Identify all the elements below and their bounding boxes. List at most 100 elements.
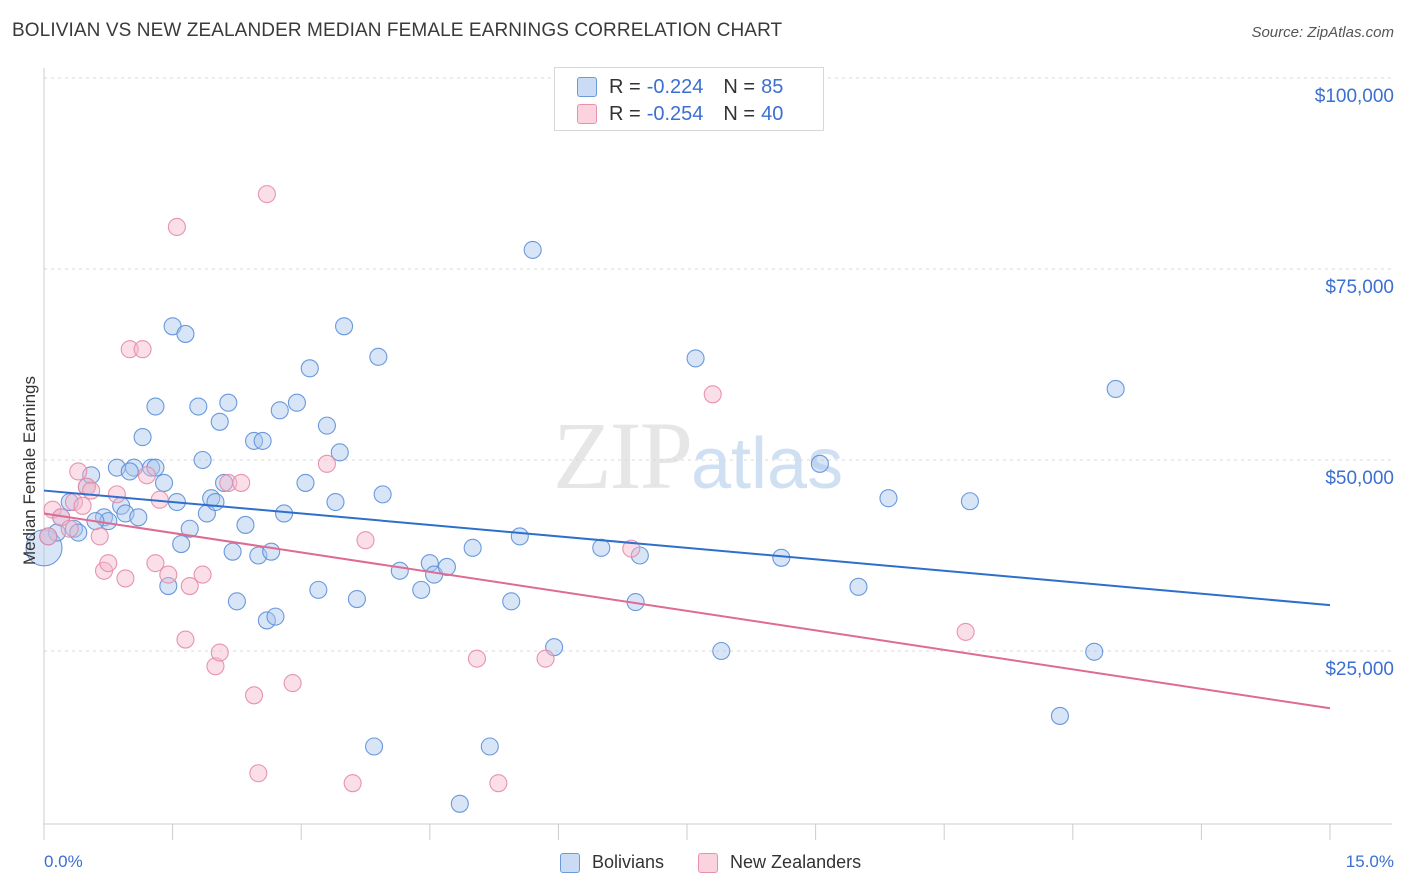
- point-bolivians: [510, 527, 529, 546]
- point-bolivians: [330, 443, 349, 462]
- point-new-zealanders: [283, 674, 302, 693]
- point-new-zealanders: [116, 569, 135, 588]
- point-bolivians: [373, 485, 392, 504]
- point-bolivians: [189, 397, 208, 416]
- point-bolivians: [347, 589, 366, 609]
- point-bolivians: [172, 534, 191, 554]
- point-bolivians: [309, 580, 328, 599]
- legend-r-value: -0.224: [646, 75, 704, 98]
- point-new-zealanders: [99, 554, 118, 573]
- point-bolivians: [1085, 642, 1104, 661]
- correlation-legend: R = -0.224 N = 85 R = -0.254 N = 40: [554, 67, 824, 131]
- point-bolivians: [335, 317, 354, 336]
- point-bolivians: [210, 412, 229, 431]
- point-bolivians: [326, 492, 345, 512]
- point-bolivians: [480, 737, 499, 756]
- point-new-zealanders: [232, 473, 251, 492]
- point-bolivians: [412, 580, 431, 599]
- series-legend-bolivians[interactable]: Bolivians: [560, 852, 664, 873]
- point-bolivians: [219, 393, 238, 412]
- y-tick-label-25000: $25,000: [1325, 659, 1394, 680]
- series-swatch-new-zealanders: [698, 852, 719, 873]
- point-bolivians: [523, 240, 542, 259]
- y-tick-label-50000: $50,000: [1325, 468, 1394, 489]
- series-legend-new-zealanders[interactable]: New Zealanders: [698, 852, 861, 873]
- y-tick-label-100000: $100,000: [1314, 86, 1394, 107]
- legend-r-value: -0.254: [646, 102, 704, 125]
- chart-title: BOLIVIAN VS NEW ZEALANDER MEDIAN FEMALE …: [12, 20, 783, 41]
- point-bolivians: [206, 492, 225, 512]
- series-swatch-bolivians: [560, 852, 580, 873]
- point-bolivians: [266, 607, 285, 626]
- point-new-zealanders: [82, 481, 101, 500]
- legend-row-new-zealanders: R = -0.254 N = 40: [577, 102, 783, 126]
- point-new-zealanders: [956, 622, 975, 641]
- series-label-new-zealanders: New Zealanders: [730, 852, 862, 872]
- point-new-zealanders: [176, 630, 195, 649]
- point-bolivians: [463, 538, 482, 557]
- point-bolivians: [390, 561, 409, 580]
- point-bolivians: [300, 359, 319, 378]
- legend-swatch-new-zealanders: [577, 104, 597, 124]
- y-axis-title: Median Female Earnings: [20, 376, 39, 565]
- watermark-atlas: atlas: [691, 424, 844, 504]
- source-label: Source: ZipAtlas.com: [1251, 24, 1394, 41]
- point-bolivians: [129, 508, 148, 527]
- point-new-zealanders: [317, 454, 336, 473]
- point-new-zealanders: [69, 462, 88, 481]
- point-bolivians: [369, 347, 388, 366]
- point-bolivians: [287, 393, 306, 412]
- point-new-zealanders: [257, 185, 276, 204]
- point-new-zealanders: [536, 649, 555, 668]
- point-new-zealanders: [343, 774, 362, 793]
- point-new-zealanders: [249, 764, 268, 783]
- point-bolivians: [450, 794, 469, 813]
- point-bolivians: [180, 519, 199, 538]
- point-bolivians: [296, 473, 315, 492]
- point-new-zealanders: [60, 519, 79, 538]
- point-bolivians: [317, 416, 336, 435]
- point-bolivians: [262, 542, 281, 561]
- point-bolivians: [176, 324, 195, 343]
- point-new-zealanders: [467, 649, 487, 668]
- legend-swatch-bolivians: [577, 77, 597, 97]
- point-bolivians: [270, 401, 289, 420]
- point-bolivians: [236, 515, 255, 534]
- y-tick-label-75000: $75,000: [1325, 277, 1394, 298]
- series-label-bolivians: Bolivians: [592, 852, 665, 872]
- point-new-zealanders: [120, 340, 139, 359]
- point-bolivians: [365, 737, 384, 756]
- trend-line-new-zealanders: [43, 512, 1331, 710]
- point-new-zealanders: [703, 385, 722, 404]
- point-bolivians: [193, 450, 212, 470]
- point-bolivians: [25, 529, 63, 567]
- point-bolivians: [879, 489, 898, 508]
- point-bolivians: [154, 473, 174, 492]
- point-new-zealanders: [244, 686, 264, 705]
- legend-n-label: N =: [723, 102, 756, 125]
- point-bolivians: [810, 454, 829, 473]
- point-bolivians: [146, 397, 165, 416]
- point-new-zealanders: [107, 485, 126, 504]
- point-new-zealanders: [356, 531, 375, 550]
- point-new-zealanders: [90, 527, 109, 546]
- point-new-zealanders: [73, 496, 92, 515]
- legend-r-label: R =: [609, 102, 641, 125]
- point-bolivians: [69, 523, 88, 542]
- point-bolivians: [686, 349, 705, 368]
- point-new-zealanders: [39, 527, 58, 546]
- point-bolivians: [592, 538, 611, 557]
- legend-n-value: 85: [761, 75, 784, 98]
- point-bolivians: [257, 611, 276, 630]
- legend-n-value: 40: [761, 102, 784, 125]
- point-new-zealanders: [206, 657, 225, 676]
- point-bolivians: [960, 492, 979, 511]
- point-bolivians: [227, 592, 246, 611]
- point-bolivians: [1106, 379, 1125, 398]
- point-new-zealanders: [489, 774, 508, 793]
- point-bolivians: [502, 592, 521, 611]
- legend-n-label: N =: [723, 75, 756, 98]
- watermark: ZIPatlas: [553, 400, 843, 511]
- point-bolivians: [1050, 706, 1069, 725]
